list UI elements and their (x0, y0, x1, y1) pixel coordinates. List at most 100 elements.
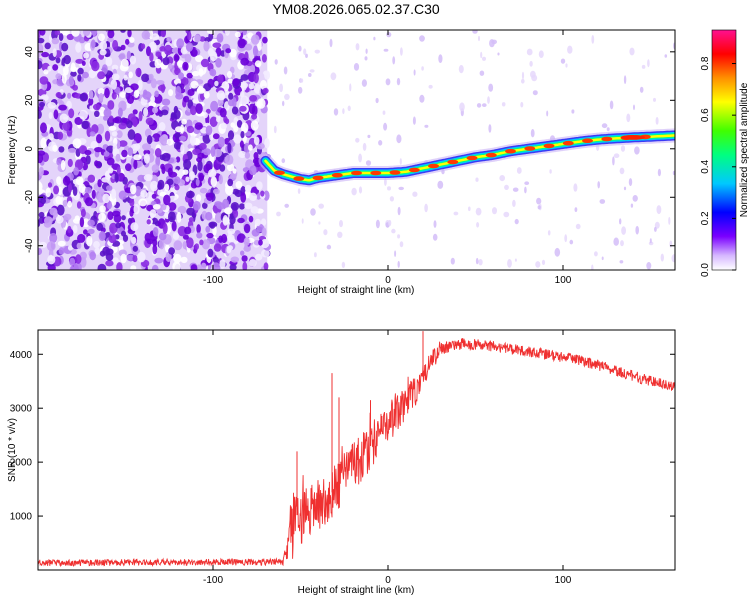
noise-blob (103, 151, 110, 157)
noise-blob (106, 185, 113, 192)
noise-blob (146, 46, 151, 57)
noise-blob (178, 72, 184, 80)
noise-blob (183, 95, 190, 103)
noise-blob (197, 160, 203, 172)
ridge-peak (312, 175, 324, 181)
noise-blob (150, 95, 156, 103)
noise-blob (79, 256, 87, 268)
noise-blob (116, 262, 123, 270)
noise-blob (162, 56, 170, 66)
ridge-peak (331, 172, 343, 178)
noise-blob (67, 225, 72, 234)
noise-blob (126, 120, 133, 129)
noise-blob (185, 176, 190, 182)
speckle (599, 199, 606, 204)
noise-blob (47, 182, 53, 188)
noise-blob (174, 184, 180, 191)
noise-blob (106, 157, 115, 166)
speckle (399, 241, 404, 248)
noise-blob (172, 232, 180, 240)
colorbar-tick-label: 0.8 (700, 56, 711, 70)
noise-blob (254, 60, 262, 68)
noise-blob (244, 43, 253, 51)
noise-blob (157, 84, 166, 91)
noise-blob (240, 95, 249, 105)
noise-blob (151, 33, 160, 41)
noise-blob (120, 58, 129, 70)
noise-blob (56, 204, 65, 216)
noise-blob (56, 158, 63, 166)
noise-blob (181, 118, 188, 125)
noise-blob (194, 122, 203, 130)
noise-blob (94, 247, 100, 255)
noise-blob (228, 92, 234, 100)
noise-blob (209, 222, 216, 229)
noise-blob (97, 263, 107, 270)
speckle (428, 84, 433, 89)
speckle (647, 59, 650, 68)
noise-blob (216, 90, 226, 101)
noise-blob (81, 120, 90, 130)
noise-blob (254, 218, 261, 227)
noise-blob (143, 153, 150, 164)
speckle (273, 125, 277, 134)
noise-blob (144, 232, 152, 242)
noise-blob (115, 222, 122, 229)
ridge-peak (447, 159, 459, 165)
spectrogram-y-label: Frequency (Hz) (7, 116, 18, 185)
noise-blob (55, 92, 62, 98)
speckle (330, 72, 337, 81)
noise-blob (105, 56, 113, 67)
noise-blob (102, 193, 110, 204)
noise-blob (198, 67, 204, 77)
noise-blob (108, 167, 114, 174)
noise-blob (170, 112, 176, 121)
noise-blob (130, 184, 137, 195)
speckle (333, 108, 339, 116)
noise-blob (262, 87, 269, 94)
noise-blob (227, 142, 232, 154)
noise-blob (168, 171, 178, 178)
noise-blob (227, 130, 235, 141)
noise-blob (112, 210, 121, 217)
speckle (564, 234, 568, 243)
noise-blob (230, 122, 235, 128)
speckle (612, 156, 615, 166)
speckle (654, 226, 657, 232)
noise-blob (52, 64, 59, 71)
noise-blob (264, 138, 270, 149)
speckle (648, 241, 654, 246)
snr-x-axis: -100 0 100 (203, 330, 572, 586)
noise-blob (226, 163, 235, 172)
chart-title: YM08.2026.065.02.37.C30 (272, 1, 440, 17)
noise-blob (128, 71, 133, 79)
speckle (567, 45, 573, 54)
noise-blob (239, 105, 247, 112)
noise-blob (240, 250, 245, 256)
noise-blob (68, 147, 77, 154)
noise-blob (121, 230, 126, 237)
noise-blob (250, 206, 259, 214)
noise-blob (129, 209, 134, 217)
noise-blob (111, 131, 118, 137)
noise-blob (229, 48, 237, 58)
noise-blob (192, 200, 201, 211)
speckle (573, 183, 578, 192)
noise-blob (58, 33, 64, 42)
speckle (516, 167, 522, 174)
speckle (432, 233, 438, 241)
speckle (504, 184, 509, 190)
speckle (633, 104, 635, 111)
speckle (613, 237, 619, 246)
noise-blob (59, 113, 69, 124)
noise-blob (98, 231, 106, 242)
spectrogram-ridge-layer (258, 128, 675, 188)
noise-blob (218, 235, 224, 243)
speckle (341, 261, 346, 268)
speckle (619, 260, 624, 264)
noise-blob (116, 130, 123, 139)
noise-blob (154, 148, 162, 158)
speckle (491, 39, 498, 45)
noise-blob (57, 98, 63, 104)
noise-blob (240, 192, 247, 203)
